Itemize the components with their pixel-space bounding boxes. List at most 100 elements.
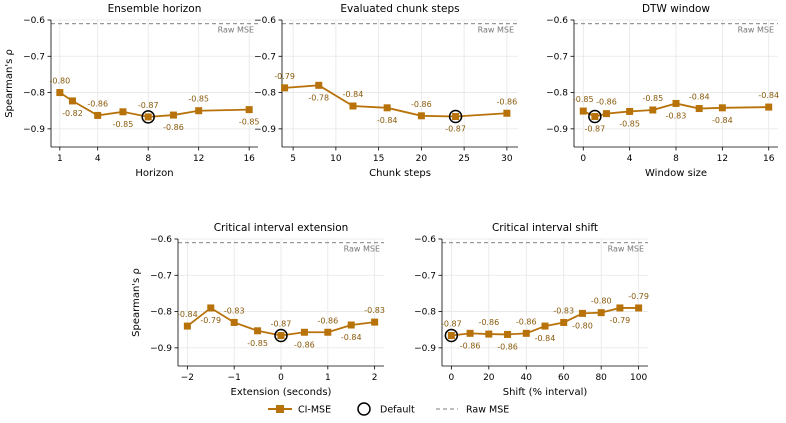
data-point-marker: [119, 108, 127, 116]
data-label: -0.84: [177, 310, 198, 319]
data-point-marker: [503, 109, 511, 117]
data-label: -0.84: [712, 116, 733, 125]
data-label: -0.84: [689, 93, 710, 102]
x-tick-label: 8: [145, 154, 151, 164]
data-point-marker: [245, 106, 253, 114]
data-label: -0.79: [610, 316, 631, 325]
legend-label-ci-mse: CI-MSE: [298, 405, 331, 416]
x-tick-label: 80: [595, 373, 607, 383]
data-label: -0.80: [591, 297, 612, 306]
x-tick-label: 4: [627, 154, 633, 164]
x-tick-label: 20: [416, 154, 428, 164]
series-line-ci-mse: [59, 91, 250, 118]
y-tick-label: −0.9: [23, 125, 45, 135]
x-tick-label: 10: [330, 154, 342, 164]
data-point-marker: [591, 113, 599, 121]
data-label: -0.86: [516, 317, 537, 326]
data-label: -0.87: [445, 125, 466, 134]
data-label: -0.86: [411, 100, 432, 109]
panel-dtw-window: Raw MSE −0.6 −0.7 −0.8 −0.9 0 4 8 12 16 DTW window…: [546, 3, 779, 179]
data-label: -0.84: [535, 334, 556, 343]
legend-item-raw-mse: Raw MSE: [436, 405, 509, 416]
default-marker: [444, 328, 459, 343]
data-label: -0.80: [572, 321, 593, 330]
default-marker: [141, 110, 155, 124]
default-marker: [274, 328, 288, 343]
panel-title: Critical interval shift: [492, 222, 598, 234]
data-point-marker: [635, 304, 643, 312]
data-label: -0.86: [317, 316, 338, 325]
y-tick-label: −0.8: [546, 89, 568, 99]
y-tick-label: −0.7: [23, 52, 45, 62]
data-point-marker: [183, 322, 191, 330]
data-point-marker: [504, 330, 512, 338]
data-point-marker: [68, 97, 76, 105]
reference-label: Raw MSE: [344, 245, 380, 254]
data-point-marker: [452, 113, 460, 121]
y-tick-label: −0.8: [254, 89, 276, 99]
data-point-marker: [347, 321, 355, 329]
data-point-marker: [466, 329, 474, 337]
y-tick-label: −0.6: [546, 16, 568, 26]
x-tick-label: 1: [57, 154, 63, 164]
data-point-marker: [195, 107, 203, 115]
data-point-marker: [579, 107, 587, 115]
x-axis-title: Shift (% interval): [503, 387, 588, 398]
data-point-marker: [765, 103, 773, 111]
data-point-marker: [602, 110, 610, 118]
x-tick-label: 100: [630, 373, 647, 383]
y-tick-label: −0.9: [546, 125, 568, 135]
x-axis-title: Window size: [645, 168, 707, 179]
data-label: -0.87: [138, 101, 159, 110]
y-tick-label: −0.6: [150, 235, 172, 245]
data-label: -0.79: [274, 72, 295, 81]
y-tick-label: −0.6: [23, 16, 45, 26]
data-point-marker: [169, 111, 177, 119]
x-tick-label: 5: [290, 154, 296, 164]
legend: CI-MSE Default Raw MSE: [268, 402, 509, 416]
data-label: -0.78: [308, 93, 329, 102]
data-label: -0.83: [364, 306, 385, 315]
y-tick-label: −0.9: [150, 344, 172, 354]
data-label: -0.85: [239, 118, 260, 127]
data-label: -0.83: [224, 306, 245, 315]
x-tick-label: 4: [95, 154, 101, 164]
data-point-marker: [371, 318, 379, 326]
data-point-marker: [649, 106, 657, 114]
x-tick-label: 16: [763, 154, 775, 164]
x-tick-label: 16: [243, 154, 255, 164]
x-tick-label: 2: [372, 373, 378, 383]
data-point-marker: [695, 105, 703, 113]
x-tick-label: 1: [325, 373, 331, 383]
data-label: -0.84: [341, 333, 362, 342]
data-point-marker: [277, 332, 285, 340]
reference-label: Raw MSE: [478, 26, 514, 35]
reference-label: Raw MSE: [738, 26, 774, 35]
y-tick-label: −0.7: [414, 271, 436, 281]
data-label: -0.86: [294, 340, 315, 349]
data-point-marker: [324, 328, 332, 336]
x-tick-label: 0: [580, 154, 586, 164]
y-tick-label: −0.9: [414, 344, 436, 354]
data-label: -0.84: [758, 91, 779, 100]
data-label: -0.79: [628, 292, 649, 301]
y-tick-label: −0.7: [150, 271, 172, 281]
data-point-marker: [541, 322, 549, 330]
data-point-marker: [94, 111, 102, 119]
data-point-marker: [207, 304, 215, 312]
y-tick-label: −0.6: [254, 16, 276, 26]
data-label: -0.82: [62, 109, 83, 118]
default-marker: [588, 109, 602, 124]
y-tick-label: −0.7: [546, 52, 568, 62]
data-label: -0.86: [460, 341, 481, 350]
y-tick-label: −0.8: [23, 89, 45, 99]
data-label: -0.85: [619, 119, 640, 128]
x-tick-label: 25: [458, 154, 469, 164]
y-tick-label: −0.7: [254, 52, 276, 62]
data-point-marker: [560, 318, 568, 326]
x-tick-label: 0: [448, 373, 454, 383]
data-point-marker: [672, 99, 680, 107]
panel-critical-interval-shift: Raw MSE −0.6 −0.7 −0.8 −0.9 0 20 40 60 80 100 Criti…: [414, 222, 649, 398]
x-tick-label: 12: [717, 154, 728, 164]
